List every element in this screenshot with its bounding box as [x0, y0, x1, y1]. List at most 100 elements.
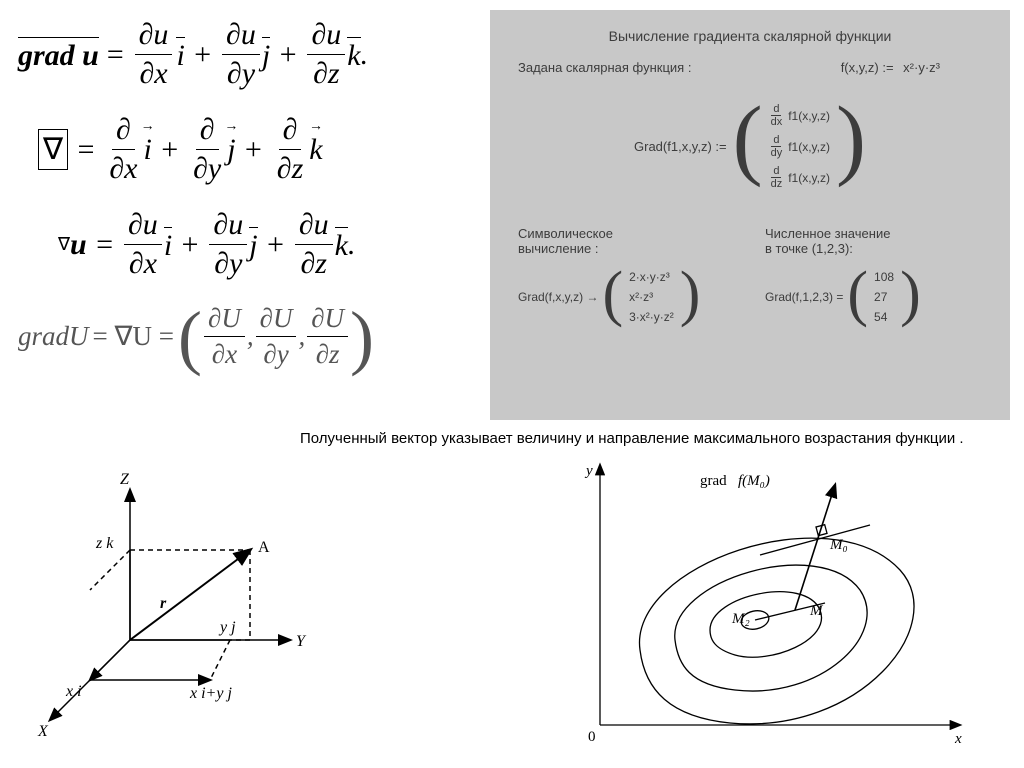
eq3-k: k — [335, 227, 348, 263]
eq4-mid: = ∇U = — [93, 321, 175, 352]
eq1-k: k — [347, 37, 360, 73]
comma: , — [298, 321, 305, 352]
plus: + — [172, 228, 207, 262]
open-paren: ( — [178, 305, 202, 369]
grad-def-row-item: ddyf1(x,y,z) — [769, 134, 830, 159]
num-row: 108 — [874, 270, 894, 284]
eq-nabla: ∇ = ∂∂x i + ∂∂y j + ∂∂z k — [38, 113, 468, 186]
num-label: Численное значение в точке (1,2,3): — [765, 226, 982, 256]
lbl-yj: y j — [218, 619, 236, 636]
axis-x: X — [37, 723, 49, 740]
eq3-tail: . — [348, 228, 356, 262]
plus: + — [270, 38, 305, 72]
num-block: Численное значение в точке (1,2,3): Grad… — [765, 226, 982, 328]
plus: + — [258, 228, 293, 262]
sym-lhs: Grad(f,x,y,z) → — [518, 290, 598, 304]
grad-def-row-item: ddxf1(x,y,z) — [769, 103, 830, 128]
eq1-i: i — [176, 37, 184, 73]
eq1-frac3: ∂u∂z — [307, 18, 345, 91]
plus: + — [152, 133, 187, 167]
c-y: y — [584, 463, 593, 479]
eq-sign: = — [105, 38, 133, 72]
eq1-lhs: grad u — [18, 37, 99, 73]
bracket-open: ( — [602, 266, 623, 328]
contour-svg: x y 0 grad f(M₀) M₀ M M₂ — [560, 455, 980, 755]
bracket-open: ( — [847, 266, 868, 328]
axis-z: Z — [120, 471, 130, 488]
eq-gradU: gradU = ∇U = ( ∂U∂x , ∂U∂y , ∂U∂z ) — [18, 303, 468, 370]
bracket-close: ) — [680, 266, 701, 328]
eq-sign: = — [68, 133, 103, 167]
c-M2: M₂ — [731, 611, 750, 627]
eq4-frac3: ∂U∂z — [307, 303, 348, 370]
eq4-frac1: ∂U∂x — [204, 303, 245, 370]
sym-row: 2·x·y·z³ — [629, 270, 674, 284]
eq2-i: i — [143, 133, 151, 167]
bracket-close: ) — [836, 99, 866, 194]
c-fM0: f(M₀) — [738, 473, 770, 489]
eq4-lhs: gradU — [18, 321, 89, 352]
sym-row: 3·x²·y·z² — [629, 310, 674, 324]
given-row: Задана скалярная функция : f(x,y,z) := x… — [490, 54, 1010, 81]
plus: + — [185, 38, 220, 72]
eq-nabla-u: ∇ u = ∂u∂x i + ∂u∂y j + ∂u∂z k . — [58, 208, 468, 281]
close-paren: ) — [350, 305, 374, 369]
eq1-frac2: ∂u∂y — [222, 18, 260, 91]
lbl-A: A — [258, 539, 270, 556]
eq3-j: j — [249, 227, 257, 263]
eq3-nabla: ∇ — [58, 234, 70, 255]
eq4-frac2: ∂U∂y — [256, 303, 297, 370]
c-0: 0 — [588, 729, 596, 745]
left-equations: grad u = ∂u∂x i + ∂u∂y j + ∂u∂z k . ∇ = … — [18, 8, 468, 392]
lbl-xi: x i — [65, 683, 82, 700]
axis-y: Y — [296, 633, 307, 650]
axis-3d-diagram: Z Y X z k x i y j x i+y j A r — [20, 460, 320, 740]
eq2-frac3: ∂∂z — [273, 113, 308, 186]
eq2-frac1: ∂∂x — [105, 113, 141, 186]
c-x: x — [954, 731, 962, 747]
eq2-k: k — [309, 133, 322, 167]
contour-diagram: x y 0 grad f(M₀) M₀ M M₂ — [560, 455, 980, 755]
grad-def-bracket: ( ddxf1(x,y,z) ddyf1(x,y,z) ddzf1(x,y,z) ) — [733, 99, 866, 194]
sym-col: 2·x·y·z³ x²·z³ 3·x²·y·z² — [623, 266, 680, 328]
eq3-frac1: ∂u∂x — [124, 208, 162, 281]
eq3-frac3: ∂u∂z — [295, 208, 333, 281]
c-M0: M₀ — [829, 537, 848, 553]
sym-label: Символическое вычисление : — [518, 226, 735, 256]
given-fxyz: f(x,y,z) := — [841, 60, 894, 75]
grad-def-row-item: ddzf1(x,y,z) — [769, 165, 830, 190]
num-row: 54 — [874, 310, 894, 324]
num-bracket: ( 108 27 54 ) — [847, 266, 920, 328]
eq3-i: i — [164, 227, 172, 263]
given-expr: x²·y·z³ — [903, 60, 940, 75]
grad-def-row: Grad(f1,x,y,z) := ( ddxf1(x,y,z) ddyf1(x,… — [490, 93, 1010, 200]
eq2-lhs: ∇ — [38, 129, 68, 170]
num-col: 108 27 54 — [868, 266, 900, 328]
sym-block: Символическое вычисление : Grad(f,x,y,z)… — [518, 226, 735, 328]
lbl-zk: z k — [95, 535, 114, 552]
bracket-open: ( — [733, 99, 763, 194]
given-label: Задана скалярная функция : — [518, 60, 691, 75]
eq-grad-u: grad u = ∂u∂x i + ∂u∂y j + ∂u∂z k . — [18, 18, 468, 91]
axis-3d-svg: Z Y X z k x i y j x i+y j A r — [20, 460, 320, 750]
eq1-frac1: ∂u∂x — [135, 18, 173, 91]
bracket-close: ) — [900, 266, 921, 328]
c-M: M — [809, 603, 824, 619]
num-lhs: Grad(f,1,2,3) = — [765, 290, 843, 304]
comma: , — [247, 321, 254, 352]
given-rhs: f(x,y,z) := x²·y·z³ — [841, 60, 940, 75]
eq1-tail: . — [361, 38, 369, 72]
num-expr: Grad(f,1,2,3) = ( 108 27 54 ) — [765, 266, 982, 328]
num-row: 27 — [874, 290, 894, 304]
grad-def-lhs: Grad(f1,x,y,z) := — [634, 139, 727, 154]
sym-row: x²·z³ — [629, 290, 674, 304]
eq3-frac2: ∂u∂y — [209, 208, 247, 281]
lbl-xiyj: x i+y j — [189, 685, 232, 702]
panel-title: Вычисление градиента скалярной функции — [490, 10, 1010, 54]
bottom-row: Символическое вычисление : Grad(f,x,y,z)… — [490, 220, 1010, 334]
caption: Полученный вектор указывает величину и н… — [300, 430, 964, 447]
plus: + — [236, 133, 271, 167]
sym-expr: Grad(f,x,y,z) → ( 2·x·y·z³ x²·z³ 3·x²·y·z²… — [518, 266, 735, 328]
c-grad: grad — [700, 473, 727, 489]
sym-bracket: ( 2·x·y·z³ x²·z³ 3·x²·y·z² ) — [602, 266, 700, 328]
